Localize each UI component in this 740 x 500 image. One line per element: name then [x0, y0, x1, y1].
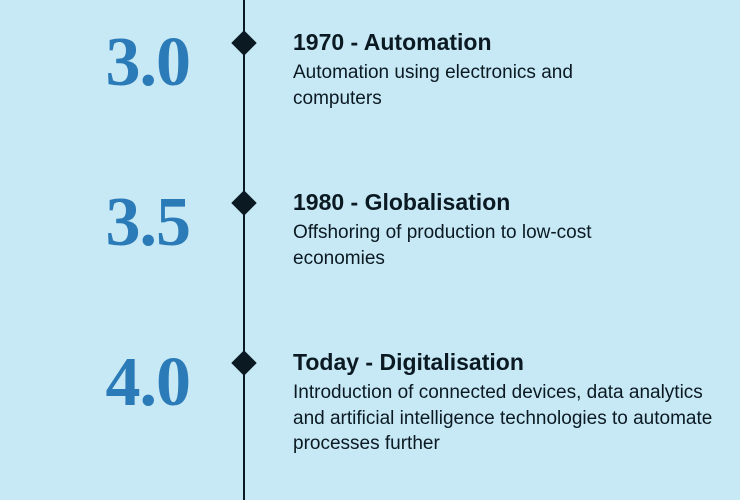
item-description: Introduction of connected devices, data …	[293, 380, 713, 457]
version-number: 3.5	[0, 188, 190, 258]
timeline-canvas: 3.0 1970 - Automation Automation using ele…	[0, 0, 740, 500]
version-number: 3.0	[0, 28, 190, 98]
timeline-item: 4.0 Today - Digitalisation Introduction of…	[0, 348, 740, 498]
timeline-item: 3.0 1970 - Automation Automation using ele…	[0, 28, 740, 178]
timeline-item: 3.5 1980 - Globalisation Offshoring of pro…	[0, 188, 740, 338]
diamond-icon	[231, 350, 256, 375]
version-number: 4.0	[0, 348, 190, 418]
item-title: 1980 - Globalisation	[293, 190, 723, 215]
item-description: Offshoring of production to low-cost eco…	[293, 220, 623, 271]
item-description: Automation using electronics and compute…	[293, 60, 633, 111]
diamond-icon	[231, 190, 256, 215]
diamond-icon	[231, 30, 256, 55]
item-title: 1970 - Automation	[293, 30, 723, 55]
item-title: Today - Digitalisation	[293, 350, 723, 375]
